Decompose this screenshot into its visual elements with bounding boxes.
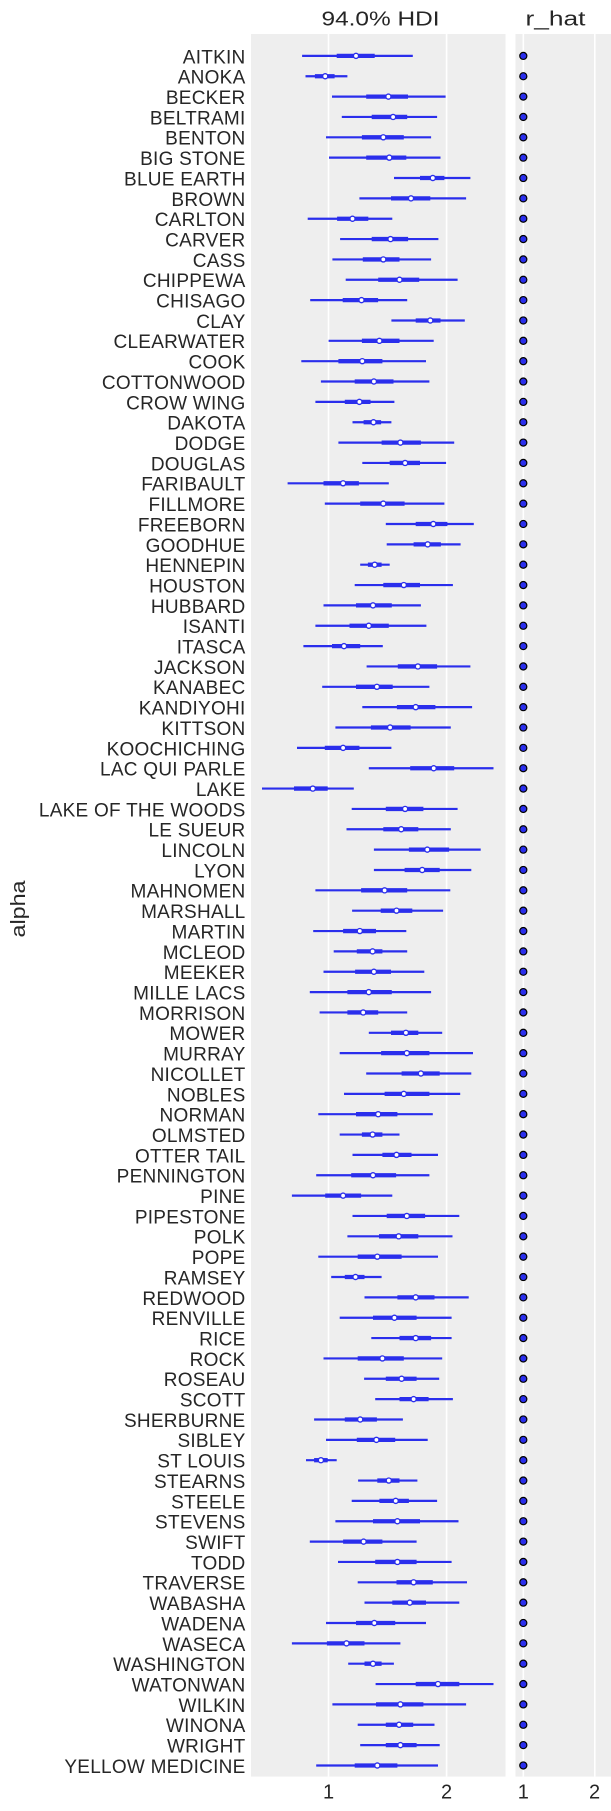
svg-text:BELTRAMI: BELTRAMI: [150, 108, 246, 129]
svg-text:SCOTT: SCOTT: [180, 1391, 246, 1412]
svg-text:MILLE LACS: MILLE LACS: [133, 983, 245, 1004]
svg-text:BECKER: BECKER: [166, 88, 246, 109]
svg-text:CASS: CASS: [193, 251, 246, 272]
svg-text:NOBLES: NOBLES: [167, 1085, 246, 1106]
svg-text:CROW WING: CROW WING: [126, 393, 245, 414]
svg-text:LE SUEUR: LE SUEUR: [148, 821, 245, 842]
svg-text:COTTONWOOD: COTTONWOOD: [102, 373, 246, 394]
svg-text:STEELE: STEELE: [171, 1492, 245, 1513]
svg-text:WABASHA: WABASHA: [149, 1594, 245, 1615]
svg-text:RICE: RICE: [199, 1329, 245, 1350]
svg-text:YELLOW MEDICINE: YELLOW MEDICINE: [64, 1757, 245, 1778]
svg-text:LAKE OF THE WOODS: LAKE OF THE WOODS: [39, 800, 246, 821]
svg-text:HENNEPIN: HENNEPIN: [145, 556, 245, 577]
svg-text:RENVILLE: RENVILLE: [152, 1309, 246, 1330]
svg-text:SHERBURNE: SHERBURNE: [124, 1411, 246, 1432]
svg-text:WATONWAN: WATONWAN: [132, 1675, 246, 1696]
svg-text:ISANTI: ISANTI: [183, 617, 246, 638]
svg-text:ST LOUIS: ST LOUIS: [157, 1452, 245, 1473]
svg-text:TODD: TODD: [191, 1553, 245, 1574]
svg-text:AITKIN: AITKIN: [183, 47, 246, 68]
svg-text:2: 2: [441, 1782, 452, 1804]
svg-text:OTTER TAIL: OTTER TAIL: [135, 1146, 246, 1167]
svg-text:WADENA: WADENA: [161, 1614, 245, 1635]
svg-text:ROCK: ROCK: [190, 1350, 246, 1371]
svg-text:DAKOTA: DAKOTA: [167, 414, 245, 435]
svg-text:FILLMORE: FILLMORE: [148, 495, 245, 516]
svg-text:KANDIYOHI: KANDIYOHI: [139, 699, 246, 720]
svg-text:FREEBORN: FREEBORN: [138, 515, 246, 536]
svg-text:WILKIN: WILKIN: [179, 1696, 246, 1717]
svg-text:HOUSTON: HOUSTON: [149, 576, 245, 597]
svg-text:COOK: COOK: [189, 353, 246, 374]
svg-text:WASECA: WASECA: [162, 1635, 245, 1656]
svg-text:KOOCHICHING: KOOCHICHING: [107, 739, 246, 760]
svg-text:OLMSTED: OLMSTED: [152, 1126, 246, 1147]
svg-text:CARVER: CARVER: [165, 230, 245, 251]
svg-text:LAKE: LAKE: [196, 780, 246, 801]
svg-text:CLAY: CLAY: [196, 312, 245, 333]
svg-text:r_hat: r_hat: [526, 9, 587, 31]
svg-text:KANABEC: KANABEC: [153, 678, 246, 699]
svg-text:CARLTON: CARLTON: [155, 210, 246, 231]
svg-text:SIBLEY: SIBLEY: [177, 1431, 245, 1452]
svg-text:ROSEAU: ROSEAU: [164, 1370, 246, 1391]
svg-text:SWIFT: SWIFT: [185, 1533, 245, 1554]
svg-text:CHISAGO: CHISAGO: [156, 292, 245, 313]
svg-text:STEVENS: STEVENS: [155, 1513, 245, 1534]
svg-text:BENTON: BENTON: [165, 129, 245, 150]
svg-text:DODGE: DODGE: [175, 434, 246, 455]
svg-text:LINCOLN: LINCOLN: [161, 841, 245, 862]
svg-text:MAHNOMEN: MAHNOMEN: [131, 882, 246, 903]
svg-text:POLK: POLK: [194, 1228, 246, 1249]
svg-text:BIG STONE: BIG STONE: [140, 149, 245, 170]
svg-text:WINONA: WINONA: [166, 1716, 246, 1737]
svg-text:STEARNS: STEARNS: [154, 1472, 246, 1493]
svg-text:2: 2: [589, 1782, 600, 1804]
svg-text:BROWN: BROWN: [171, 190, 245, 211]
svg-text:94.0% HDI: 94.0% HDI: [322, 9, 440, 31]
svg-text:JACKSON: JACKSON: [154, 658, 246, 679]
svg-text:NORMAN: NORMAN: [160, 1106, 246, 1127]
svg-text:CHIPPEWA: CHIPPEWA: [143, 271, 246, 292]
svg-text:KITTSON: KITTSON: [161, 719, 245, 740]
svg-text:FARIBAULT: FARIBAULT: [141, 475, 245, 496]
svg-text:1: 1: [518, 1782, 529, 1804]
svg-text:WASHINGTON: WASHINGTON: [113, 1655, 245, 1676]
svg-text:RAMSEY: RAMSEY: [164, 1268, 246, 1289]
svg-text:PINE: PINE: [200, 1187, 245, 1208]
svg-text:BLUE EARTH: BLUE EARTH: [124, 169, 245, 190]
svg-text:DOUGLAS: DOUGLAS: [151, 454, 246, 475]
svg-text:PIPESTONE: PIPESTONE: [135, 1207, 246, 1228]
svg-text:HUBBARD: HUBBARD: [151, 597, 246, 618]
svg-text:MARTIN: MARTIN: [172, 922, 246, 943]
svg-text:POPE: POPE: [192, 1248, 246, 1269]
svg-text:CLEARWATER: CLEARWATER: [113, 332, 245, 353]
svg-text:NICOLLET: NICOLLET: [151, 1065, 246, 1086]
svg-text:TRAVERSE: TRAVERSE: [142, 1574, 245, 1595]
svg-text:GOODHUE: GOODHUE: [146, 536, 246, 557]
svg-text:MARSHALL: MARSHALL: [141, 902, 245, 923]
svg-text:REDWOOD: REDWOOD: [142, 1289, 245, 1310]
svg-text:1: 1: [323, 1782, 334, 1804]
svg-text:LYON: LYON: [194, 861, 245, 882]
svg-text:ITASCA: ITASCA: [177, 638, 246, 659]
svg-text:LAC QUI PARLE: LAC QUI PARLE: [100, 760, 245, 781]
svg-text:alpha: alpha: [8, 879, 30, 937]
svg-text:MCLEOD: MCLEOD: [163, 943, 246, 964]
svg-text:ANOKA: ANOKA: [178, 68, 246, 89]
svg-text:MURRAY: MURRAY: [163, 1045, 246, 1066]
svg-text:MEEKER: MEEKER: [164, 963, 246, 984]
svg-text:MOWER: MOWER: [169, 1024, 245, 1045]
svg-text:MORRISON: MORRISON: [139, 1004, 246, 1025]
svg-text:WRIGHT: WRIGHT: [167, 1737, 246, 1758]
svg-text:PENNINGTON: PENNINGTON: [117, 1167, 246, 1188]
